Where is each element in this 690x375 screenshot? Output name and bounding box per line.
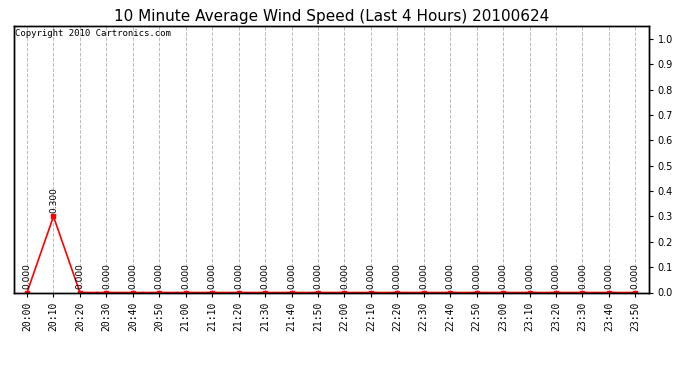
Text: 0.000: 0.000: [366, 264, 375, 290]
Text: 0.000: 0.000: [551, 264, 560, 290]
Text: 0.000: 0.000: [393, 264, 402, 290]
Title: 10 Minute Average Wind Speed (Last 4 Hours) 20100624: 10 Minute Average Wind Speed (Last 4 Hou…: [114, 9, 549, 24]
Text: Copyright 2010 Cartronics.com: Copyright 2010 Cartronics.com: [15, 29, 171, 38]
Text: 0.000: 0.000: [604, 264, 613, 290]
Text: 0.000: 0.000: [313, 264, 322, 290]
Text: 0.000: 0.000: [181, 264, 190, 290]
Text: 0.000: 0.000: [234, 264, 243, 290]
Text: 0.000: 0.000: [446, 264, 455, 290]
Text: 0.000: 0.000: [128, 264, 137, 290]
Text: 0.000: 0.000: [525, 264, 534, 290]
Text: 0.000: 0.000: [75, 264, 84, 290]
Text: 0.000: 0.000: [261, 264, 270, 290]
Text: 0.000: 0.000: [340, 264, 349, 290]
Text: 0.000: 0.000: [102, 264, 111, 290]
Text: 0.000: 0.000: [631, 264, 640, 290]
Text: 0.000: 0.000: [472, 264, 481, 290]
Text: 0.000: 0.000: [155, 264, 164, 290]
Text: 0.000: 0.000: [420, 264, 428, 290]
Text: 0.000: 0.000: [23, 264, 32, 290]
Text: 0.000: 0.000: [208, 264, 217, 290]
Text: 0.000: 0.000: [287, 264, 296, 290]
Text: 0.000: 0.000: [499, 264, 508, 290]
Text: 0.000: 0.000: [578, 264, 587, 290]
Text: 0.300: 0.300: [49, 187, 58, 213]
